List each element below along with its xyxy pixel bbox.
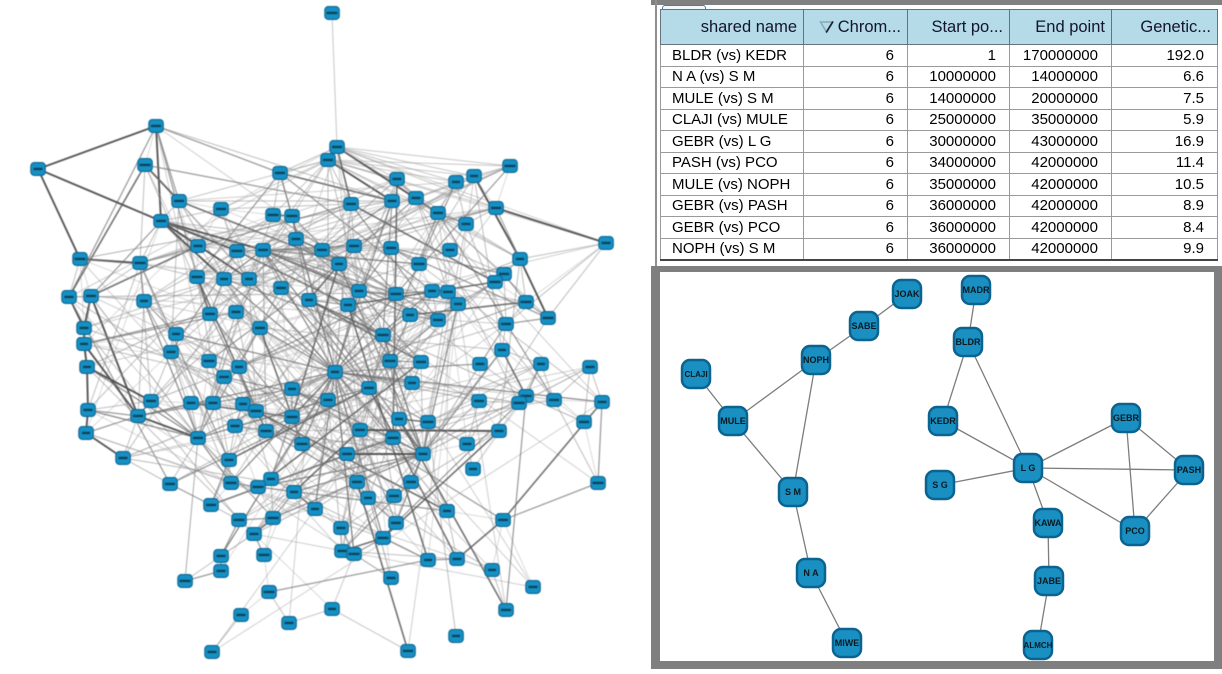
svg-text:BLDR: BLDR bbox=[956, 337, 981, 347]
svg-text:PCO: PCO bbox=[1125, 526, 1145, 536]
svg-text:JOAK: JOAK bbox=[894, 289, 920, 299]
svg-text:MIWE: MIWE bbox=[835, 638, 860, 648]
svg-text:KAWA: KAWA bbox=[1035, 518, 1063, 528]
svg-text:MADR: MADR bbox=[963, 285, 990, 295]
svg-text:S M: S M bbox=[785, 487, 801, 497]
svg-text:L G: L G bbox=[1021, 463, 1036, 473]
svg-text:KEDR: KEDR bbox=[930, 416, 956, 426]
svg-text:ALMCH: ALMCH bbox=[1024, 641, 1053, 650]
svg-text:GEBR: GEBR bbox=[1113, 413, 1140, 423]
svg-text:CLAJI: CLAJI bbox=[684, 370, 707, 379]
svg-text:N A: N A bbox=[803, 568, 819, 578]
svg-text:S G: S G bbox=[932, 480, 948, 490]
svg-text:PASH: PASH bbox=[1177, 465, 1201, 475]
svg-text:JABE: JABE bbox=[1037, 576, 1061, 586]
svg-text:SABE: SABE bbox=[851, 321, 876, 331]
svg-text:MULE: MULE bbox=[720, 416, 746, 426]
svg-text:NOPH: NOPH bbox=[803, 355, 829, 365]
